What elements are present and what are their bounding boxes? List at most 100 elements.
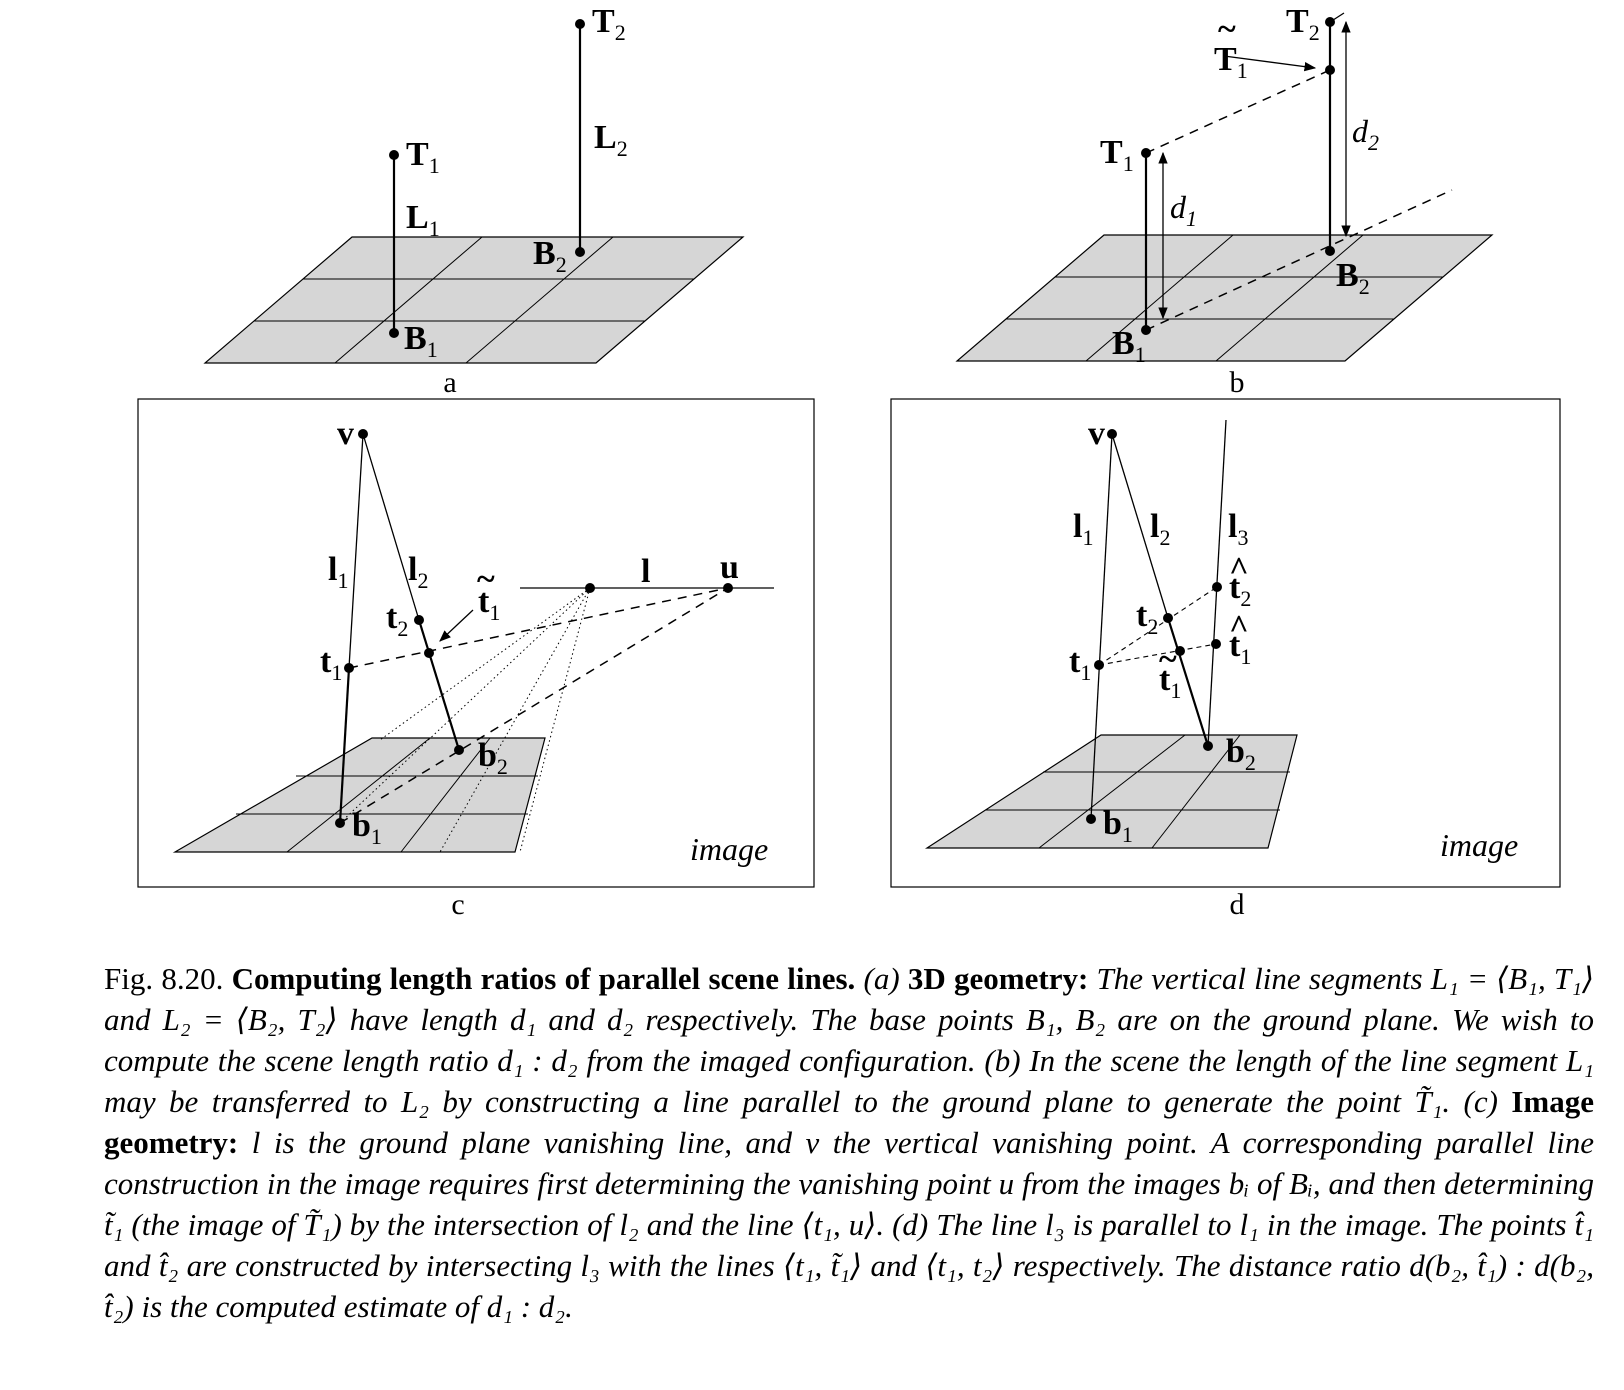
panel-b-point-T1 — [1141, 148, 1151, 158]
panel-c-segment-t1b1 — [338, 667, 351, 824]
caption-3d-heading: 3D geometry: — [907, 961, 1089, 996]
panel-d-label-l1: l1 — [1073, 508, 1093, 550]
panel-b-label-B1: B1 — [1112, 325, 1146, 367]
figure: T1 L1 B1 T2 L2 B2 a T1 d1 B1 T2 T1 ~ d2 … — [137, 3, 1561, 921]
panel-c-frame — [137, 398, 815, 888]
panel-c-line-b1-u — [339, 587, 729, 824]
panel-b-point-B2 — [1325, 246, 1335, 256]
panel-d-label-l3: l3 — [1228, 508, 1248, 550]
caption-panel-a-marker: (a) — [863, 961, 900, 996]
panel-c-grid-line — [286, 737, 431, 853]
panel-a-label-B2: B2 — [533, 235, 567, 277]
panel-a-point-T2 — [575, 19, 585, 29]
panel-c-label-b1: b1 — [352, 807, 382, 849]
panel-d-point-t2 — [1163, 613, 1173, 623]
panel-b-label-B2: B2 — [1336, 257, 1370, 299]
panel-c-label-t2: t2 — [386, 599, 408, 641]
panel-a-grid-line — [465, 236, 614, 364]
panel-c-label-v: v — [337, 415, 354, 452]
panel-c-dotted-line — [339, 587, 591, 824]
panel-d-label-t2hat: t2 — [1229, 569, 1251, 611]
panel-c-point-t1 — [344, 663, 354, 673]
panel-c-label-u: u — [720, 549, 739, 586]
panel-a-label-L2: L2 — [594, 119, 628, 161]
panel-d-line-t1-t2 — [1098, 586, 1218, 666]
panel-d-point-t1tilde — [1175, 646, 1185, 656]
panel-c-dotted-line — [439, 587, 591, 853]
panel-d-point-v — [1107, 429, 1117, 439]
panel-a-point-B1 — [389, 328, 399, 338]
panel-d-label-t1hat: t1 — [1229, 627, 1251, 669]
panel-c-label-l1: l1 — [328, 551, 348, 593]
panel-a-label-T2: T2 — [592, 3, 626, 45]
panel-d-point-b2 — [1203, 741, 1213, 751]
caption-panel-c-marker: (c) — [1463, 1084, 1498, 1119]
panel-c-point-l — [585, 583, 595, 593]
panel-c-line-l1-upper — [348, 433, 364, 669]
panel-b-label-d1: d1 — [1170, 189, 1197, 231]
panel-c-grid-line — [400, 737, 491, 853]
panel-a-ground-plane — [203, 236, 745, 364]
panel-c-line-l2-upper — [362, 433, 420, 621]
panel-b-point-T2 — [1325, 17, 1335, 27]
panel-b-ground-plane — [955, 234, 1494, 362]
panel-c-point-b1 — [335, 818, 345, 828]
caption-figure-number: Fig. 8.20. — [104, 961, 224, 996]
panel-b-point-B1 — [1141, 325, 1151, 335]
panel-c-label-l: l — [641, 553, 650, 590]
panel-c-point-u — [723, 583, 733, 593]
panel-c-label-l2: l2 — [408, 551, 428, 593]
panel-a-grid-line — [334, 236, 483, 364]
panel-a-point-T1 — [389, 150, 399, 160]
panel-d: v l1 l2 l3 t2 ^ t1 ^ t2 t1 t1 ~ b2 b1 im… — [890, 398, 1561, 921]
panel-b-label-T1: T1 — [1100, 134, 1134, 176]
panel-d-line-l2-upper — [1111, 433, 1169, 619]
panel-d-frame — [890, 398, 1561, 888]
panel-d-image-label: image — [1440, 827, 1518, 863]
panel-c: v l1 l2 l u t2 t1 t1 ~ b2 b1 image c — [137, 398, 815, 921]
caption-image-heading: Image geometry: — [104, 1084, 1595, 1160]
panel-a-point-B2 — [575, 247, 585, 257]
panel-d-hat-mark-t2: ^ — [1229, 551, 1249, 588]
panel-a: T1 L1 B1 T2 L2 B2 a — [203, 3, 745, 399]
panel-c-label-t1tilde: t1 — [478, 583, 500, 625]
panel-c-dotted-line — [379, 587, 591, 741]
caption-text-part2: l is the ground plane vanishing line, an… — [104, 1125, 1595, 1324]
panel-d-label-l2: l2 — [1150, 508, 1170, 550]
panel-d-point-t1hat — [1211, 639, 1221, 649]
panel-a-label-B1: B1 — [404, 320, 438, 362]
panel-b-base-line — [1145, 189, 1453, 331]
panel-c-label-b2: b2 — [478, 737, 508, 779]
panel-c-image-label: image — [690, 831, 768, 867]
panel-d-label-t1tilde: t1 — [1159, 661, 1181, 703]
panel-d-point-t2hat — [1212, 582, 1222, 592]
panel-d-label-t2: t2 — [1136, 597, 1158, 639]
panel-b-label-T1tilde: T1 — [1214, 41, 1248, 83]
panel-c-point-v — [358, 429, 368, 439]
panel-c-point-t2 — [414, 615, 424, 625]
panel-d-letter: d — [1230, 888, 1245, 921]
figure-caption: Fig. 8.20. Computing length ratios of pa… — [104, 958, 1594, 1327]
panel-d-line-l1 — [1090, 433, 1113, 820]
panel-c-point-t1tilde — [424, 648, 434, 658]
panel-b-point-T1tilde — [1325, 65, 1335, 75]
panel-a-letter: a — [443, 366, 456, 399]
panel-a-label-T1: T1 — [406, 136, 440, 178]
figure-svg: T1 L1 B1 T2 L2 B2 a T1 d1 B1 T2 T1 ~ d2 … — [137, 3, 1561, 921]
panel-b: T1 d1 B1 T2 T1 ~ d2 B2 b — [955, 3, 1494, 399]
panel-b-tilde-mark: ~ — [1218, 11, 1236, 48]
panel-c-segment-t2b2 — [417, 619, 461, 751]
panel-d-label-b1: b1 — [1103, 805, 1133, 847]
caption-title: Computing length ratios of parallel scen… — [231, 961, 856, 996]
panel-d-tilde-mark: ~ — [1159, 641, 1177, 678]
panel-d-point-b1 — [1086, 814, 1096, 824]
panel-d-grid-line — [1151, 734, 1241, 849]
panel-c-arrow-t1tilde — [439, 609, 474, 642]
panel-d-line-t1-t1tilde — [1098, 643, 1217, 666]
panel-b-letter: b — [1230, 366, 1245, 399]
panel-d-hat-mark-t1: ^ — [1229, 609, 1249, 646]
panel-c-tilde-mark: ~ — [477, 561, 495, 598]
panel-b-arrow-T1tilde — [1223, 55, 1317, 72]
panel-d-label-b2: b2 — [1226, 733, 1256, 775]
panel-b-parallel-line — [1145, 69, 1331, 154]
